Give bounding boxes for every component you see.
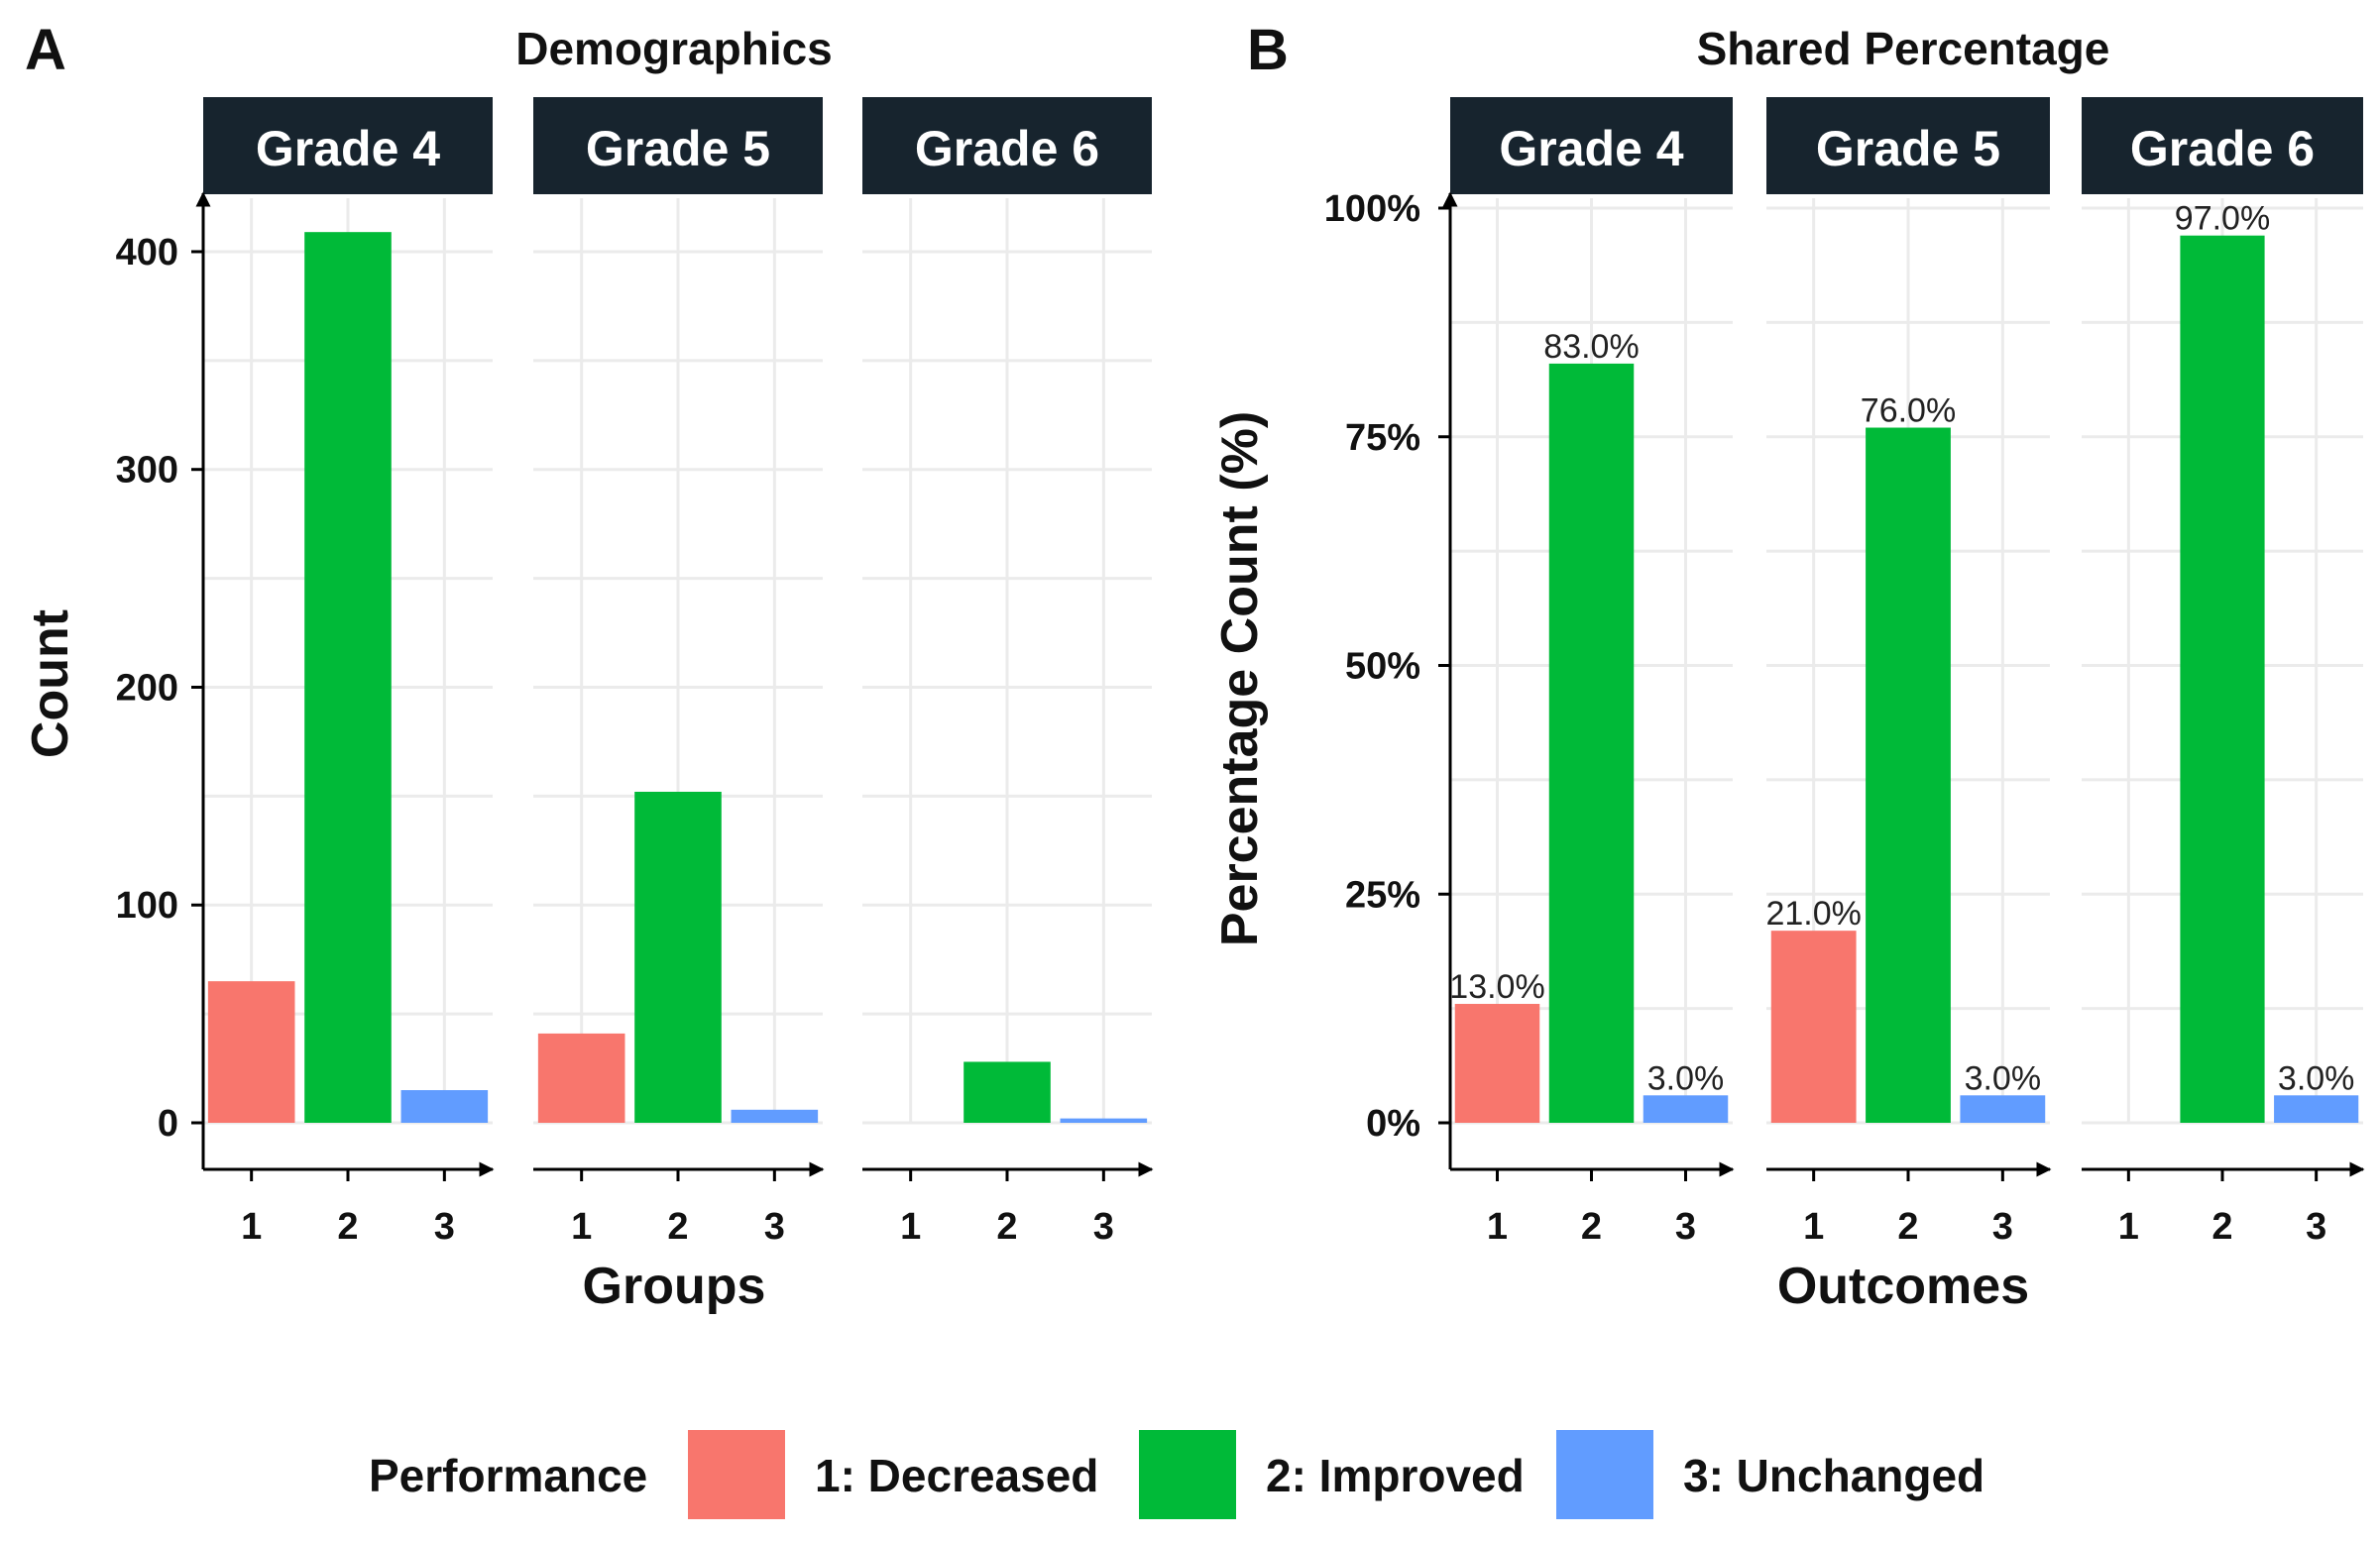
panel-b-facet-2-bar-improved — [1866, 427, 1951, 1123]
panel-b-y-tick-label: 0% — [1366, 1103, 1420, 1145]
legend-label-decreased: 1: Decreased — [815, 1450, 1098, 1501]
panel-a-facet-3-bar-improved — [963, 1061, 1051, 1123]
panel-b-y-tick-label: 100% — [1324, 188, 1420, 230]
panel-a-facet-2-bar-unchanged — [731, 1109, 819, 1123]
panel-b-facet-2-bar-label-improved: 76.0% — [1861, 392, 1956, 430]
panel-b-facet-3-x-tick-label: 1 — [2118, 1206, 2139, 1248]
panel-a-facet-1-bar-unchanged — [400, 1090, 489, 1123]
panel-b-y-tick-label: 50% — [1345, 646, 1420, 688]
panel-b-facet-1-strip-label: Grade 4 — [1499, 121, 1683, 176]
panel-a-y-tick-label: 300 — [116, 450, 178, 492]
panel-a-facet-2-strip-label: Grade 5 — [586, 121, 770, 176]
panel-b-facet-1-bar-decreased — [1454, 1004, 1540, 1123]
legend-title: Performance — [369, 1450, 647, 1501]
panel-b-facet-1-x-tick-label: 2 — [1581, 1206, 1602, 1248]
legend-swatch-decreased — [688, 1430, 785, 1519]
panel-b-facet-1-bar-improved — [1548, 363, 1635, 1123]
panel-a-facet-3: Grade 6 1 2 3 — [862, 97, 1154, 1248]
panel-b-facet-2-strip-label: Grade 5 — [1816, 121, 2000, 176]
panel-a-facet-1-bar-decreased — [207, 981, 295, 1123]
panel-b-facet-2: Grade 5 21.0% 76.0% 3.0% 1 2 3 — [1765, 97, 2052, 1248]
panel-b-facet-2-strip — [1766, 97, 2050, 194]
panel-b-x-axis-title: Outcomes — [1777, 1258, 2029, 1315]
panel-b-facet-3-strip — [2082, 97, 2363, 194]
panel-b-facet-3-x-tick-label: 2 — [2211, 1206, 2232, 1248]
panel-a-y-tick-label: 0 — [158, 1103, 178, 1145]
panel-a-facet-3-x-tick-label: 2 — [996, 1206, 1017, 1248]
panel-a-facet-1-strip — [203, 97, 493, 194]
panel-b-facet-1-bar-unchanged — [1643, 1095, 1729, 1123]
panel-a-facet-1-strip-label: Grade 4 — [256, 121, 440, 176]
panel-b-facet-3: Grade 6 97.0% 3.0% 1 2 3 — [2082, 97, 2365, 1248]
panel-b-facet-2-x-tick-label: 1 — [1803, 1206, 1824, 1248]
panel-a-y-tick-label: 400 — [116, 232, 178, 274]
panel-b-facet-1-bar-label-decreased: 13.0% — [1449, 968, 1544, 1006]
panel-b-facet-1-bar-label-unchanged: 3.0% — [1647, 1059, 1725, 1097]
panel-b-y-axis-title: Percentage Count (%) — [1211, 411, 1269, 946]
panel-a-facet-2-strip — [533, 97, 823, 194]
panel-a-y-tick-label: 200 — [116, 667, 178, 709]
panel-a-facet-1-x-tick-label: 1 — [241, 1206, 262, 1248]
panel-b-facet-1-strip — [1450, 97, 1733, 194]
panel-b-facet-2-x-tick-label: 2 — [1897, 1206, 1918, 1248]
panel-b-facet-2-bar-unchanged — [1960, 1095, 2046, 1123]
panel-a-facet-2-x-tick-label: 1 — [571, 1206, 592, 1248]
panel-a-facet-3-strip-label: Grade 6 — [915, 121, 1099, 176]
panel-b-facet-1: Grade 4 13.0% 83.0% 3.0% 1 2 3 — [1449, 97, 1735, 1248]
panel-a-facet-2-bar-decreased — [537, 1033, 625, 1123]
panel-b-facet-2-bar-label-unchanged: 3.0% — [1965, 1059, 2042, 1097]
legend-label-improved: 2: Improved — [1266, 1450, 1525, 1501]
panel-b-facet-3-bar-label-improved: 97.0% — [2175, 200, 2270, 238]
panel-b-facet-2-x-tick-label: 3 — [1992, 1206, 2013, 1248]
panel-b-facet-3-bar-unchanged — [2274, 1095, 2359, 1123]
panel-a-facet-2: Grade 5 1 2 3 — [533, 97, 825, 1248]
legend-swatch-improved — [1139, 1430, 1236, 1519]
panel-a-facet-1-bar-improved — [304, 232, 392, 1123]
panel-b-facet-1-bar-label-improved: 83.0% — [1543, 328, 1639, 366]
panel-a-y-tick-label: 100 — [116, 885, 178, 927]
panel-a-facet-2-x-tick-label: 3 — [764, 1206, 785, 1248]
panel-a-facet-3-bar-unchanged — [1060, 1118, 1148, 1123]
panel-a-facet-1: Grade 4 1 2 3 — [203, 97, 495, 1248]
panel-b-letter: B — [1247, 18, 1289, 82]
panel-a-y-axis-title: Count — [22, 609, 79, 758]
panel-b-facet-2-bar-decreased — [1770, 931, 1857, 1123]
panel-b-facet-1-x-tick-label: 1 — [1487, 1206, 1508, 1248]
panel-b-facet-3-bar-improved — [2180, 235, 2265, 1123]
panel-b-facet-1-x-tick-label: 3 — [1675, 1206, 1696, 1248]
panel-b-facet-3-x-tick-label: 3 — [2306, 1206, 2326, 1248]
panel-a-title: Demographics — [515, 23, 833, 74]
panel-a-facet-3-x-tick-label: 3 — [1093, 1206, 1114, 1248]
panel-a-facet-2-bar-improved — [634, 791, 722, 1123]
panel-b-y-tick-label: 75% — [1345, 417, 1420, 459]
legend-swatch-unchanged — [1556, 1430, 1653, 1519]
panel-a-facet-2-x-tick-label: 2 — [667, 1206, 688, 1248]
panel-b-facet-2-bar-label-decreased: 21.0% — [1765, 895, 1861, 933]
legend-label-unchanged: 3: Unchanged — [1683, 1450, 1984, 1501]
panel-a-x-axis-title: Groups — [583, 1258, 766, 1315]
legend: Performance 1: Decreased 2: Improved 3: … — [369, 1430, 1984, 1519]
panel-a-facet-3-strip — [862, 97, 1152, 194]
panel-b-facet-3-strip-label: Grade 6 — [2130, 121, 2315, 176]
panel-a-facet-1-x-tick-label: 2 — [337, 1206, 358, 1248]
panel-b-y-tick-label: 25% — [1345, 874, 1420, 916]
panel-a-letter: A — [25, 18, 66, 82]
panel-a-facet-1-x-tick-label: 3 — [434, 1206, 455, 1248]
panel-b-title: Shared Percentage — [1697, 23, 2110, 74]
panel-a-facet-3-x-tick-label: 1 — [900, 1206, 921, 1248]
panel-b-facet-3-bar-label-unchanged: 3.0% — [2278, 1059, 2355, 1097]
